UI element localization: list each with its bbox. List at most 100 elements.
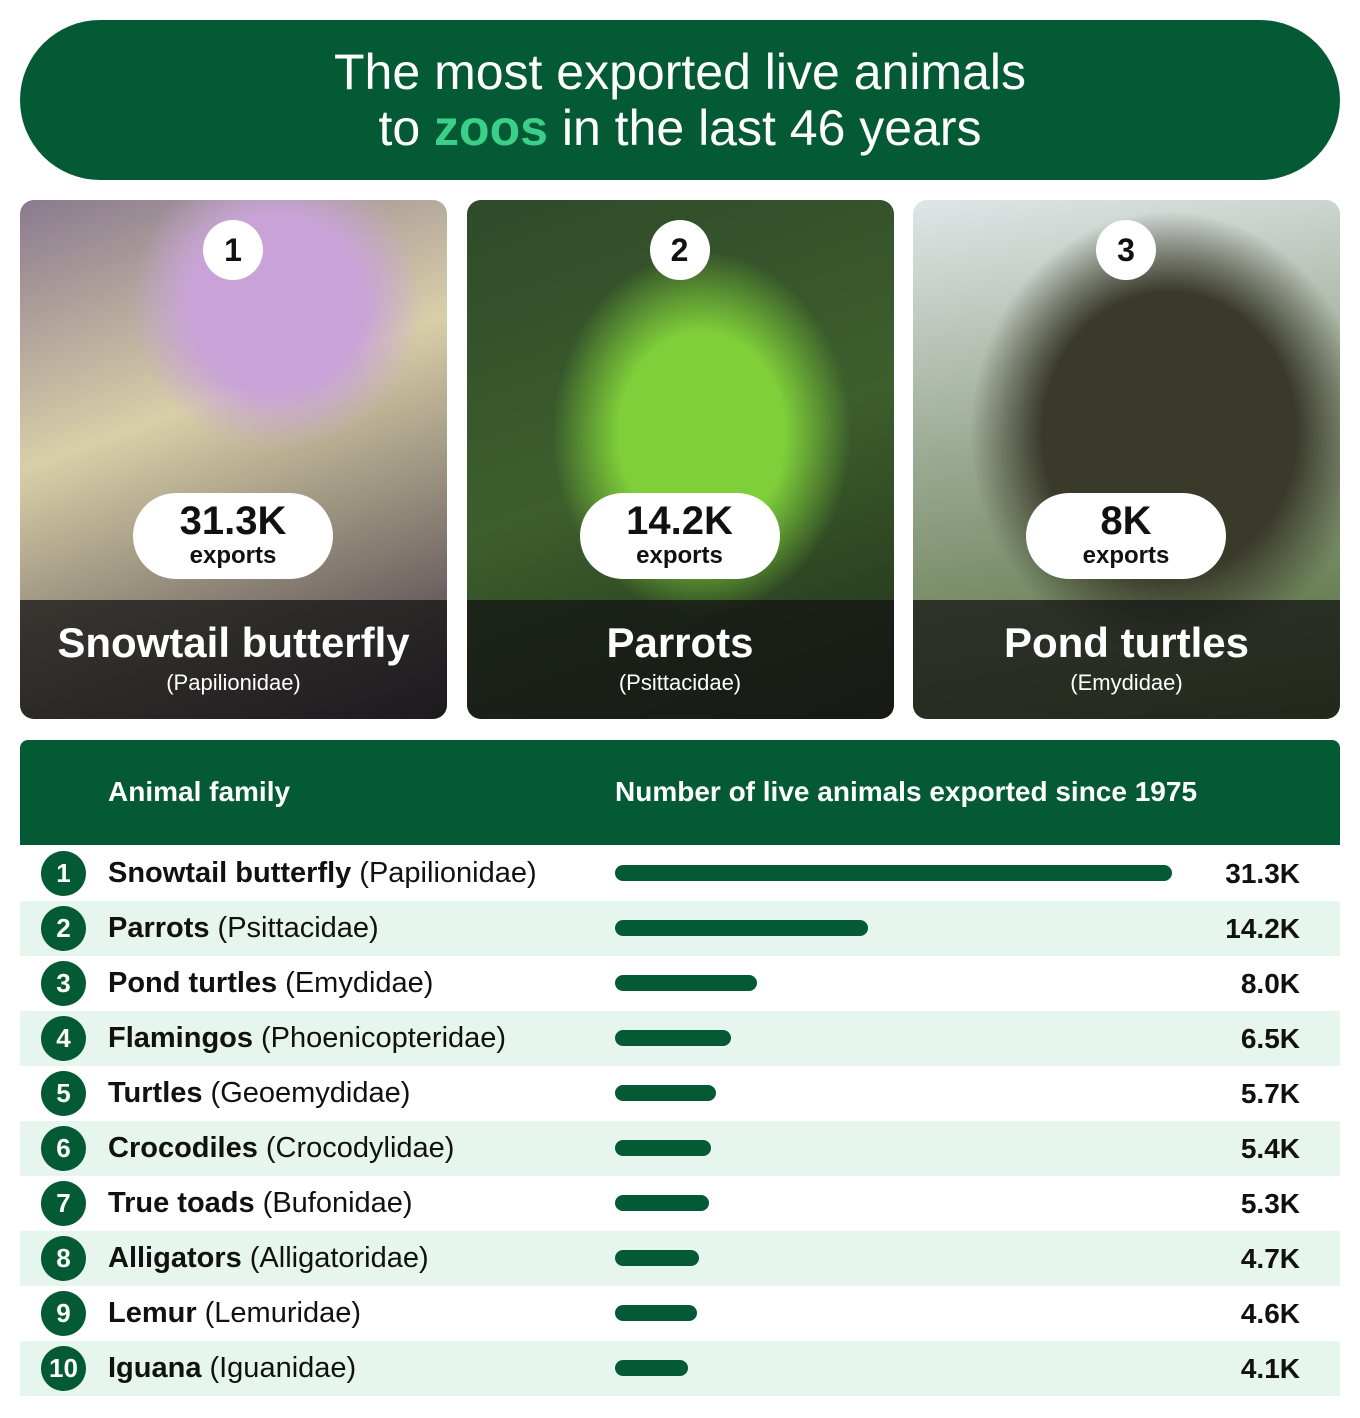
bar bbox=[615, 1360, 688, 1376]
column-header: Animal family bbox=[108, 776, 291, 807]
animal-name: Alligators bbox=[108, 1242, 242, 1274]
card: 2 14.2K exports Parrots (Psittacidae) bbox=[466, 200, 894, 719]
table-row: 3 Pond turtles (Emydidae) 8.0K bbox=[20, 956, 1340, 1011]
animal-family: (Crocodylidae) bbox=[265, 1132, 455, 1164]
table-row: 2 Parrots (Psittacidae) 14.2K bbox=[20, 901, 1340, 956]
name-band: Snowtail butterfly (Papilionidae) bbox=[20, 600, 447, 719]
animal-name: Crocodiles bbox=[108, 1132, 258, 1164]
bar bbox=[615, 1140, 712, 1156]
value-label: 5.3K bbox=[1240, 1188, 1300, 1219]
table-row: 1 Snowtail butterfly (Papilionidae) 31.3K bbox=[20, 846, 1340, 901]
animal-family: (Bufonidae) bbox=[262, 1187, 413, 1219]
value-label: 4.6K bbox=[1240, 1298, 1300, 1329]
bar bbox=[615, 1305, 697, 1321]
value-label: 14.2K bbox=[1225, 913, 1300, 944]
animal-name: Snowtail butterfly bbox=[108, 857, 352, 889]
row-label: Flamingos (Phoenicopteridae) bbox=[108, 1011, 506, 1066]
row-label: Pond turtles (Emydidae) bbox=[108, 956, 433, 1011]
animal-name: Turtles bbox=[108, 1077, 203, 1109]
animal-name: Snowtail butterfly bbox=[57, 619, 410, 666]
rank-circle: 8 bbox=[41, 1236, 86, 1281]
row-label: Lemur (Lemuridae) bbox=[108, 1286, 361, 1341]
rank-badge: 2 bbox=[649, 220, 710, 280]
bar bbox=[615, 1195, 710, 1211]
value-label: 31.3K bbox=[1225, 858, 1300, 889]
table-row: 10 Iguana (Iguanidae) 4.1K bbox=[20, 1341, 1340, 1396]
value-label: 6.5K bbox=[1240, 1023, 1300, 1054]
animal-family: (Psittacidae) bbox=[217, 912, 379, 944]
row-label: Turtles (Geoemydidae) bbox=[108, 1066, 410, 1121]
bar bbox=[615, 1085, 717, 1101]
bar bbox=[615, 975, 758, 991]
title-text: in the last 46 years bbox=[561, 100, 982, 156]
export-unit: exports bbox=[636, 542, 723, 569]
rank-badge: 1 bbox=[203, 220, 263, 280]
title-accent: zoos bbox=[434, 100, 548, 156]
animal-family: (Papilionidae) bbox=[166, 670, 301, 695]
animal-name: True toads bbox=[108, 1187, 255, 1219]
export-pill: 8K exports bbox=[1026, 493, 1226, 579]
animal-name: Iguana bbox=[108, 1352, 202, 1384]
rank-circle: 4 bbox=[41, 1016, 86, 1061]
row-label: Snowtail butterfly (Papilionidae) bbox=[108, 846, 537, 901]
animal-name: Lemur bbox=[108, 1297, 197, 1329]
name-band: Parrots (Psittacidae) bbox=[466, 600, 894, 719]
row-label: Crocodiles (Crocodylidae) bbox=[108, 1121, 454, 1176]
animal-family: (Emydidae) bbox=[1070, 670, 1183, 695]
row-label: Parrots (Psittacidae) bbox=[108, 901, 379, 956]
export-value: 31.3K bbox=[179, 499, 287, 543]
table-row: 5 Turtles (Geoemydidae) 5.7K bbox=[20, 1066, 1340, 1121]
bar bbox=[615, 920, 868, 936]
table-row: 8 Alligators (Alligatoridae) 4.7K bbox=[20, 1231, 1340, 1286]
bar bbox=[615, 1250, 699, 1266]
table-header: Animal family Number of live animals exp… bbox=[20, 740, 1340, 845]
animal-family: (Phoenicopteridae) bbox=[261, 1022, 507, 1054]
export-value: 8K bbox=[1100, 499, 1152, 543]
row-label: Alligators (Alligatoridae) bbox=[108, 1231, 429, 1286]
card: 3 8K exports Pond turtles (Emydidae) bbox=[913, 200, 1340, 719]
table-row: 7 True toads (Bufonidae) 5.3K bbox=[20, 1176, 1340, 1231]
animal-name: Pond turtles bbox=[108, 967, 278, 999]
rank-circle: 6 bbox=[41, 1126, 86, 1171]
row-label: True toads (Bufonidae) bbox=[108, 1176, 413, 1231]
rank-circle: 10 bbox=[41, 1346, 86, 1391]
export-unit: exports bbox=[1082, 542, 1170, 569]
animal-family: (Papilionidae) bbox=[359, 857, 537, 889]
table-row: 9 Lemur (Lemuridae) 4.6K bbox=[20, 1286, 1340, 1341]
export-pill: 14.2K exports bbox=[579, 493, 780, 579]
bar bbox=[615, 1030, 731, 1046]
rank-circle: 7 bbox=[41, 1181, 86, 1226]
animal-family: (Lemuridae) bbox=[204, 1297, 361, 1329]
column-header: Number of live animals exported since 19… bbox=[615, 776, 1198, 807]
rank-circle: 2 bbox=[41, 906, 86, 951]
rank-circle: 1 bbox=[41, 851, 86, 896]
value-label: 8.0K bbox=[1240, 968, 1300, 999]
export-unit: exports bbox=[189, 542, 277, 569]
value-label: 5.7K bbox=[1240, 1078, 1300, 1109]
header: The most exported live animals to zoos i… bbox=[20, 20, 1340, 180]
animal-name: Pond turtles bbox=[1003, 619, 1249, 666]
animal-family: (Psittacidae) bbox=[618, 670, 742, 695]
title-text: to bbox=[378, 100, 421, 156]
animal-family: (Emydidae) bbox=[285, 967, 434, 999]
animal-name: Flamingos bbox=[108, 1022, 254, 1054]
export-pill: 31.3K exports bbox=[133, 493, 333, 579]
rank-circle: 5 bbox=[41, 1071, 86, 1116]
rank-circle: 9 bbox=[41, 1291, 86, 1336]
card: 1 31.3K exports Snowtail butterfly (Papilion… bbox=[20, 200, 447, 719]
title-line: to zoos in the last 46 years bbox=[20, 100, 1340, 156]
animal-name: Parrots bbox=[606, 619, 754, 666]
animal-family: (Alligatoridae) bbox=[249, 1242, 429, 1274]
row-label: Iguana (Iguanidae) bbox=[108, 1341, 356, 1396]
value-label: 5.4K bbox=[1240, 1133, 1300, 1164]
animal-name: Parrots bbox=[108, 912, 210, 944]
rank-badge: 3 bbox=[1096, 220, 1156, 280]
animal-family: (Iguanidae) bbox=[209, 1352, 357, 1384]
animal-family: (Geoemydidae) bbox=[210, 1077, 411, 1109]
title-line: The most exported live animals bbox=[334, 44, 1026, 100]
table-row: 6 Crocodiles (Crocodylidae) 5.4K bbox=[20, 1121, 1340, 1176]
rank-circle: 3 bbox=[41, 961, 86, 1006]
export-value: 14.2K bbox=[626, 499, 733, 543]
table-row: 4 Flamingos (Phoenicopteridae) 6.5K bbox=[20, 1011, 1340, 1066]
